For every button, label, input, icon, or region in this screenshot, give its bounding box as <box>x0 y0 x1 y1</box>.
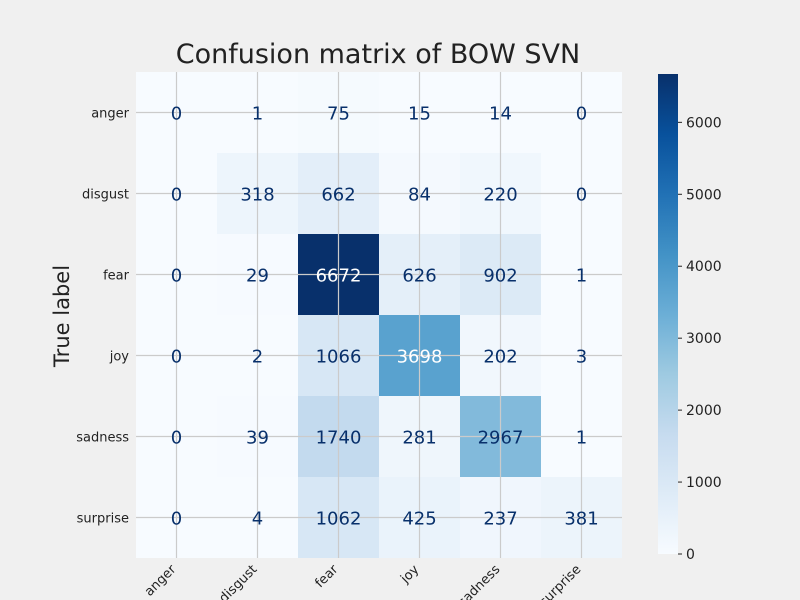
cell-value-label: 75 <box>327 104 350 125</box>
cell-value-label: 626 <box>402 266 436 287</box>
y-tick-label: sadness <box>76 431 129 446</box>
cell-value-label: 2 <box>252 347 263 368</box>
colorbar-tick-label: 4000 <box>686 259 722 275</box>
cell-value-label: 902 <box>483 266 517 287</box>
cell-value-label: 3 <box>576 347 587 368</box>
cell-value-label: 3698 <box>397 347 443 368</box>
cell-value-label: 1066 <box>316 347 362 368</box>
cell-value-label: 1 <box>252 104 263 125</box>
cell-value-label: 0 <box>171 185 182 206</box>
cell-value-label: 2967 <box>478 428 524 449</box>
cell-value-label: 1 <box>576 428 587 449</box>
y-tick-labels: anger disgust fear joy sadness surprise <box>76 107 129 527</box>
colorbar-tick-label: 3000 <box>686 331 722 347</box>
cell-value-label: 39 <box>246 428 269 449</box>
y-tick-label: anger <box>91 107 129 122</box>
cell-value-label: 6672 <box>316 266 362 287</box>
cell-value-label: 281 <box>402 428 436 449</box>
colorbar: 0 1000 2000 3000 4000 5000 6000 <box>658 74 722 563</box>
colorbar-gradient <box>658 74 678 554</box>
y-tick-label: surprise <box>77 512 129 527</box>
cell-value-label: 0 <box>171 266 182 287</box>
cell-value-label: 84 <box>408 185 431 206</box>
cell-value-label: 1 <box>576 266 587 287</box>
colorbar-ticks: 0 1000 2000 3000 4000 5000 6000 <box>678 115 722 563</box>
cell-value-label: 425 <box>402 509 436 530</box>
cell-value-label: 0 <box>171 428 182 449</box>
y-axis-label: True label <box>50 265 74 368</box>
cell-value-label: 15 <box>408 104 431 125</box>
cell-value-label: 0 <box>171 347 182 368</box>
cell-value-label: 0 <box>576 104 587 125</box>
cell-value-label: 662 <box>321 185 355 206</box>
grid-lines <box>136 72 622 558</box>
cell-value-label: 1740 <box>316 428 362 449</box>
cell-value-label: 14 <box>489 104 512 125</box>
chart-title: Confusion matrix of BOW SVN <box>176 39 580 70</box>
cell-value-label: 29 <box>246 266 269 287</box>
cell-value-label: 1062 <box>316 509 362 530</box>
cell-value-label: 4 <box>252 509 263 530</box>
colorbar-tick-label: 2000 <box>686 403 722 419</box>
cell-value-label: 202 <box>483 347 517 368</box>
heatmap-cells <box>136 72 622 558</box>
cell-value-label: 381 <box>564 509 598 530</box>
cell-value-label: 0 <box>171 509 182 530</box>
y-tick-label: disgust <box>82 188 129 203</box>
cell-value-label: 318 <box>240 185 274 206</box>
colorbar-tick-label: 6000 <box>686 115 722 131</box>
colorbar-tick-label: 1000 <box>686 475 722 491</box>
colorbar-tick-label: 5000 <box>686 187 722 203</box>
cell-value-labels: 0 1 75 15 14 00 318 662 84 220 00 29 6672 626 902 10 2 10… <box>171 104 599 530</box>
cell-value-label: 237 <box>483 509 517 530</box>
cell-value-label: 0 <box>171 104 182 125</box>
cell-value-label: 220 <box>483 185 517 206</box>
y-tick-label: joy <box>109 350 130 365</box>
y-tick-label: fear <box>103 269 130 284</box>
cell-value-label: 0 <box>576 185 587 206</box>
colorbar-tick-label: 0 <box>686 547 695 563</box>
